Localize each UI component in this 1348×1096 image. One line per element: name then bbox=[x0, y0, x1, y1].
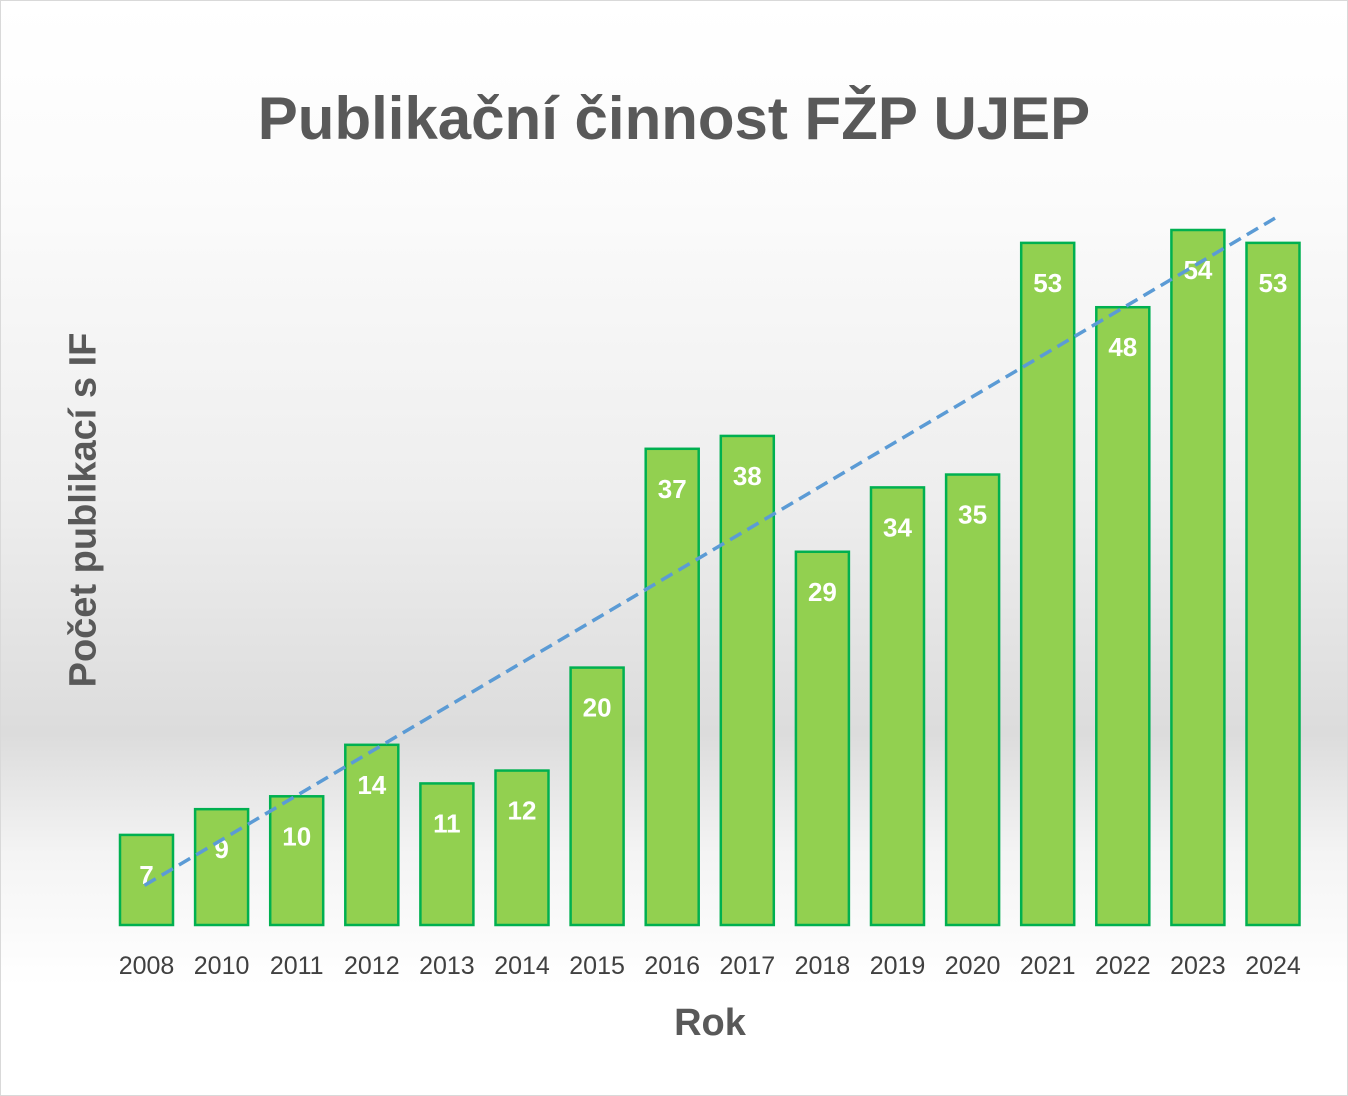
x-tick-2020: 2020 bbox=[945, 952, 1001, 980]
data-label-2014: 12 bbox=[508, 796, 537, 826]
x-tick-2019: 2019 bbox=[870, 952, 926, 980]
bar-2016 bbox=[644, 447, 700, 927]
data-label-2018: 29 bbox=[808, 577, 837, 607]
x-tick-2012: 2012 bbox=[344, 952, 400, 980]
x-tick-2024: 2024 bbox=[1245, 952, 1301, 980]
bar-2023 bbox=[1170, 228, 1226, 927]
x-tick-2015: 2015 bbox=[569, 952, 625, 980]
x-tick-2018: 2018 bbox=[795, 952, 851, 980]
x-tick-2008: 2008 bbox=[119, 952, 175, 980]
x-tick-2013: 2013 bbox=[419, 952, 475, 980]
data-label-2012: 14 bbox=[357, 770, 386, 800]
bar-2015 bbox=[569, 666, 625, 927]
bar-2014 bbox=[494, 769, 550, 927]
bar-group bbox=[118, 228, 1301, 927]
x-axis-tick-labels: 2008 2010 2011 2012 2013 2014 2015 2016 2017 2018… bbox=[119, 952, 1301, 980]
data-label-2020: 35 bbox=[958, 500, 987, 530]
data-label-2013: 11 bbox=[433, 808, 461, 838]
x-tick-2017: 2017 bbox=[719, 952, 775, 980]
bar-2012 bbox=[344, 743, 400, 927]
chart-title: Publikační činnost FŽP UJEP bbox=[257, 85, 1091, 152]
data-label-2016: 37 bbox=[658, 474, 687, 504]
x-tick-2016: 2016 bbox=[644, 952, 700, 980]
data-label-2021: 53 bbox=[1033, 268, 1062, 298]
data-label-2011: 10 bbox=[282, 821, 311, 851]
x-tick-2011: 2011 bbox=[270, 952, 324, 980]
bar-2013 bbox=[419, 782, 475, 927]
data-label-2017: 38 bbox=[733, 461, 762, 491]
x-tick-2014: 2014 bbox=[494, 952, 550, 980]
x-tick-2023: 2023 bbox=[1170, 952, 1226, 980]
bar-2024 bbox=[1245, 241, 1301, 927]
bar-2011 bbox=[268, 795, 325, 927]
bar-2019 bbox=[869, 486, 926, 927]
x-tick-2021: 2021 bbox=[1020, 952, 1076, 980]
bar-2018 bbox=[794, 550, 851, 927]
data-label-2019: 34 bbox=[883, 512, 912, 542]
data-label-2015: 20 bbox=[583, 693, 612, 723]
x-axis-title: Rok bbox=[674, 1002, 746, 1044]
bar-2017 bbox=[719, 434, 776, 927]
x-tick-2010: 2010 bbox=[194, 952, 250, 980]
bar-2020 bbox=[944, 473, 1001, 927]
bar-2008 bbox=[118, 833, 175, 927]
bar-2022 bbox=[1095, 305, 1151, 927]
data-label-2024: 53 bbox=[1259, 268, 1288, 298]
x-tick-2022: 2022 bbox=[1095, 952, 1151, 980]
bar-2010 bbox=[193, 807, 250, 927]
bar-2021 bbox=[1019, 241, 1076, 927]
data-label-2022: 48 bbox=[1108, 332, 1137, 362]
